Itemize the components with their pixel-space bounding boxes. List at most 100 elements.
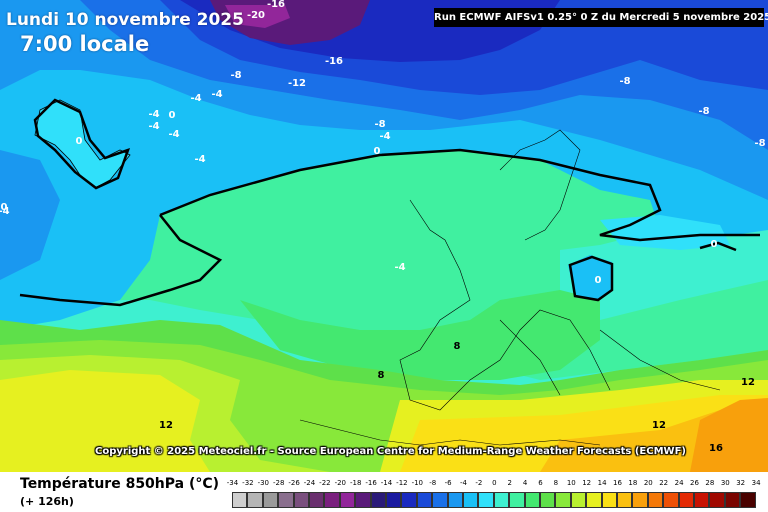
- isotherm-label: -16: [267, 0, 285, 10]
- scale-label: 0: [492, 479, 497, 487]
- isotherm-label: 8: [378, 370, 385, 381]
- scale-label: 24: [674, 479, 684, 487]
- isotherm-label: -8: [230, 70, 241, 81]
- scale-swatch: [293, 492, 309, 508]
- scale-swatch: [339, 492, 356, 508]
- isotherm-label: -8: [754, 138, 765, 149]
- scale-label: -4: [460, 479, 467, 487]
- isotherm-label: 16: [709, 443, 723, 454]
- scale-swatch: [432, 492, 448, 508]
- forecast-time: 7:00 locale: [20, 32, 150, 56]
- zone-12: [0, 370, 210, 472]
- scale-swatch: [309, 492, 325, 508]
- isotherm-label: -4: [0, 206, 10, 217]
- scale-label: -12: [396, 479, 408, 487]
- zone-west-cold: [0, 150, 60, 280]
- isotherm-label: -4: [394, 262, 405, 273]
- isotherm-label: 0: [169, 110, 176, 121]
- color-scale-boxes: [224, 492, 768, 508]
- isotherm-label: -4: [194, 154, 205, 165]
- isotherm-zero-central: [568, 255, 614, 302]
- isotherm-label: -4: [211, 89, 222, 100]
- isotherm-zero-greenland: [33, 98, 131, 190]
- isotherm-label: -16: [325, 56, 343, 67]
- isotherm-label: 0: [76, 136, 83, 147]
- color-scale: -34 -32 -30 -28 -26 -24 -22 -20 -18 -16 -14 -12 -10-…: [224, 478, 768, 512]
- isotherm-label: -20: [247, 10, 265, 21]
- scale-swatch: [647, 492, 664, 508]
- scale-label: 30: [720, 479, 730, 487]
- isotherm-label: -4: [190, 93, 201, 104]
- scale-label: -32: [242, 479, 254, 487]
- scale-swatch: [632, 492, 648, 508]
- temperature-map: -20-16-16-8-4-4-12-8-8-80-4-4-40-4-8-40-…: [0, 0, 768, 472]
- scale-label: -16: [365, 479, 377, 487]
- scale-label: 4: [522, 479, 528, 487]
- scale-label: 32: [736, 479, 746, 487]
- scale-label: -26: [288, 479, 300, 487]
- coastline-europe: [399, 199, 721, 411]
- isotherm-label: 12: [652, 420, 666, 431]
- isotherm-label: 12: [159, 420, 173, 431]
- isotherm-label: 0: [595, 275, 602, 286]
- isotherm-label: -8: [698, 106, 709, 117]
- scale-label: -18: [349, 479, 362, 487]
- scale-label: 12: [582, 479, 592, 487]
- isotherm-label: -4: [148, 121, 159, 132]
- isotherm-label: 12: [741, 377, 755, 388]
- scale-swatch: [540, 492, 556, 508]
- legend-title: Température 850hPa (°C): [20, 476, 220, 492]
- scale-label: -30: [257, 479, 270, 487]
- scale-swatch: [278, 492, 294, 508]
- scale-swatch: [386, 492, 402, 508]
- scale-label: 8: [553, 479, 559, 487]
- scale-label: 6: [538, 479, 543, 487]
- scale-swatch: [232, 492, 248, 508]
- isotherm-label: 0: [711, 239, 718, 250]
- scale-swatch: [478, 492, 494, 508]
- scale-label: -8: [429, 479, 437, 487]
- color-scale-labels: -34 -32 -30 -28 -26 -24 -22 -20 -18 -16 -14 -12 -10-…: [224, 478, 768, 492]
- isotherm-labels: -20-16-16-8-4-4-12-8-8-80-4-4-40-4-8-40-…: [0, 0, 766, 454]
- scale-swatch: [709, 492, 725, 508]
- isotherm-label: -12: [288, 78, 306, 89]
- scale-swatch: [617, 492, 633, 508]
- scale-swatch: [324, 492, 340, 508]
- zone-cold-20: [225, 5, 290, 28]
- scale-label: 2: [507, 479, 512, 487]
- scale-swatch: [416, 492, 433, 508]
- scale-label: 22: [659, 479, 669, 487]
- isotherm-zero: [159, 148, 760, 242]
- scale-swatch: [678, 492, 694, 508]
- isotherm-zero-east: [699, 241, 737, 252]
- isotherm-label: 0: [374, 146, 381, 157]
- scale-swatch: [262, 492, 279, 508]
- zone-pocket-central: [568, 255, 612, 300]
- scale-label: 18: [628, 479, 638, 487]
- scale-swatch: [247, 492, 263, 508]
- isotherm-label: 8: [454, 341, 461, 352]
- scale-label: -10: [411, 479, 424, 487]
- scale-label: -14: [380, 479, 393, 487]
- isotherm-zero-west: [19, 214, 223, 307]
- scale-label: -28: [272, 479, 285, 487]
- scale-swatch: [724, 492, 741, 508]
- run-info-banner: Run ECMWF AIFSv1 0.25° 0 Z du Mercredi 5…: [434, 8, 768, 27]
- isotherm-label: -4: [148, 109, 159, 120]
- scale-swatch: [401, 492, 417, 508]
- scale-label: -22: [319, 479, 331, 487]
- legend-subtitle: (+ 126h): [20, 495, 74, 508]
- copyright-notice: Copyright © 2025 Meteociel.fr - Source E…: [95, 446, 686, 457]
- scale-swatch: [447, 492, 463, 508]
- scale-label: 16: [613, 479, 622, 487]
- scale-swatch: [555, 492, 571, 508]
- scale-label: 26: [690, 479, 699, 487]
- scale-swatch: [493, 492, 510, 508]
- scale-swatch: [524, 492, 540, 508]
- scale-swatch: [586, 492, 602, 508]
- isotherm-label: -4: [168, 129, 179, 140]
- scale-swatch: [740, 492, 756, 508]
- scale-label: 14: [597, 479, 607, 487]
- scale-label: -34: [226, 479, 239, 487]
